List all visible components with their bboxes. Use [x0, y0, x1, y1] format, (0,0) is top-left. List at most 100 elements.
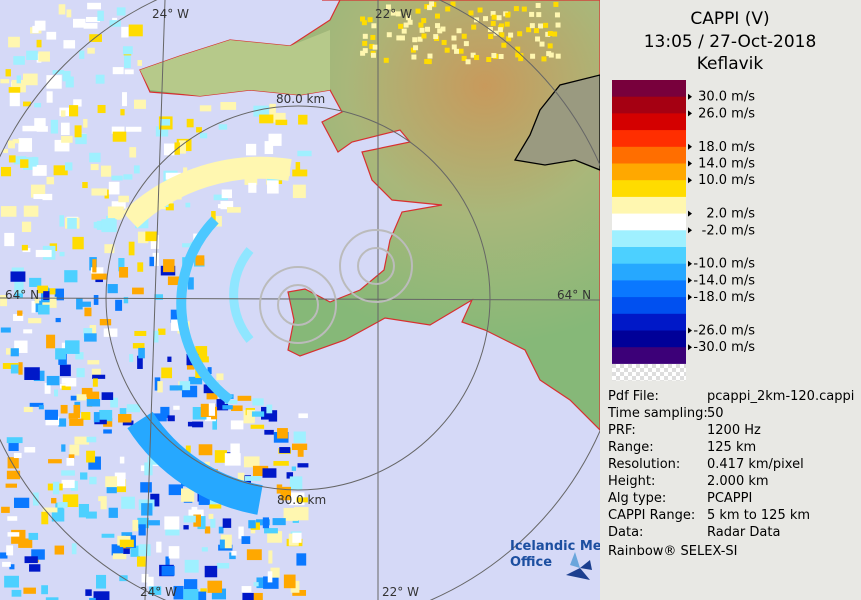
legend-label: 18.0 m/s [698, 140, 755, 155]
echo-cell [370, 34, 376, 40]
echo-cell [406, 15, 412, 21]
echo-cell [463, 41, 469, 47]
echo-cell [3, 148, 9, 153]
echo-cell [541, 56, 547, 62]
echo-cell [111, 126, 125, 134]
echo-cell [99, 318, 112, 326]
lat-label: 64° N [557, 288, 591, 302]
echo-cell [125, 126, 142, 132]
echo-cell [6, 545, 14, 556]
echo-cell [29, 277, 42, 287]
echo-cell [199, 105, 212, 112]
echo-cell [23, 587, 36, 594]
echo-cell [8, 140, 15, 149]
echo-cell [80, 301, 91, 307]
echo-cell [248, 182, 257, 193]
echo-cell [425, 26, 431, 32]
echo-cell [427, 5, 433, 11]
echo-cell [553, 1, 559, 7]
echo-cell [69, 444, 80, 456]
legend-band [612, 196, 686, 215]
echo-cell [91, 368, 101, 376]
echo-cell [187, 421, 201, 427]
echo-cell [231, 405, 243, 412]
echo-cell [470, 52, 476, 58]
echo-cell [224, 453, 241, 466]
echo-cell [93, 295, 99, 305]
echo-cell [153, 330, 159, 343]
echo-cell [65, 340, 80, 354]
ring [259, 266, 337, 344]
echo-cell [53, 165, 68, 176]
lon-label: 24° W [140, 585, 177, 599]
info-value: 50 [707, 406, 724, 421]
echo-cell [140, 465, 145, 472]
echo-cell [108, 507, 118, 518]
echo-cell [362, 48, 368, 54]
echo-cell [23, 329, 33, 334]
echo-cell [13, 156, 27, 165]
echo-cell [31, 549, 45, 560]
echo-cell [8, 87, 21, 93]
echo-cell [504, 21, 510, 27]
echo-cell [134, 330, 147, 336]
info-value: 1200 Hz [707, 423, 761, 438]
echo-cell [5, 69, 11, 77]
echo-cell [61, 444, 66, 452]
echo-cell [360, 50, 366, 56]
echo-cell [141, 573, 149, 583]
echo-cell [34, 102, 42, 108]
echo-cell [4, 575, 19, 588]
legend-band [612, 247, 686, 265]
echo-cell [149, 586, 162, 595]
echo-cell [490, 11, 496, 17]
echo-cell [407, 19, 413, 25]
echo-cell [74, 436, 90, 445]
legend-band [612, 230, 686, 248]
echo-cell [18, 362, 23, 375]
echo-cell [418, 22, 424, 28]
echo-cell [246, 409, 255, 423]
echo-cell [411, 54, 417, 60]
echo-arc [229, 247, 254, 343]
echo-cell [165, 172, 181, 180]
ice-cap [513, 74, 600, 171]
echo-cell [209, 500, 217, 505]
echo-cell [123, 548, 130, 554]
echo-cell [76, 368, 85, 378]
echo-cell [157, 381, 163, 393]
echo-cell [493, 30, 499, 36]
echo-cell [521, 6, 527, 12]
echo-cell [538, 23, 544, 29]
echo-cell [119, 456, 125, 464]
echo-cell [396, 35, 402, 41]
echo-cell [0, 327, 11, 333]
echo-cell [28, 318, 42, 324]
echo-cell [399, 35, 405, 41]
echo-cell [372, 44, 378, 50]
echo-cell [168, 484, 183, 496]
echo-cell [84, 333, 97, 342]
echo-cell [213, 194, 228, 201]
legend-arrow [688, 277, 692, 284]
echo-cell [199, 132, 208, 139]
echo-cell [429, 1, 435, 7]
echo-cell [31, 300, 36, 313]
echo-cell [149, 256, 155, 267]
echo-cell [154, 294, 164, 300]
echo-cell [29, 564, 41, 572]
echo-cell [101, 219, 117, 233]
echo-cell [150, 234, 159, 249]
echo-cell [292, 169, 308, 177]
echo-cell [10, 348, 19, 357]
echo-cell [114, 472, 126, 487]
echo-cell [518, 56, 524, 62]
echo-cell [110, 397, 118, 408]
legend-label: -30.0 m/s [693, 340, 755, 355]
echo-cell [286, 472, 294, 479]
echo-cell [100, 496, 107, 510]
echo-cell [440, 26, 446, 32]
echo-cell [213, 215, 222, 227]
legend-band [612, 163, 686, 181]
echo-cell [13, 56, 25, 65]
